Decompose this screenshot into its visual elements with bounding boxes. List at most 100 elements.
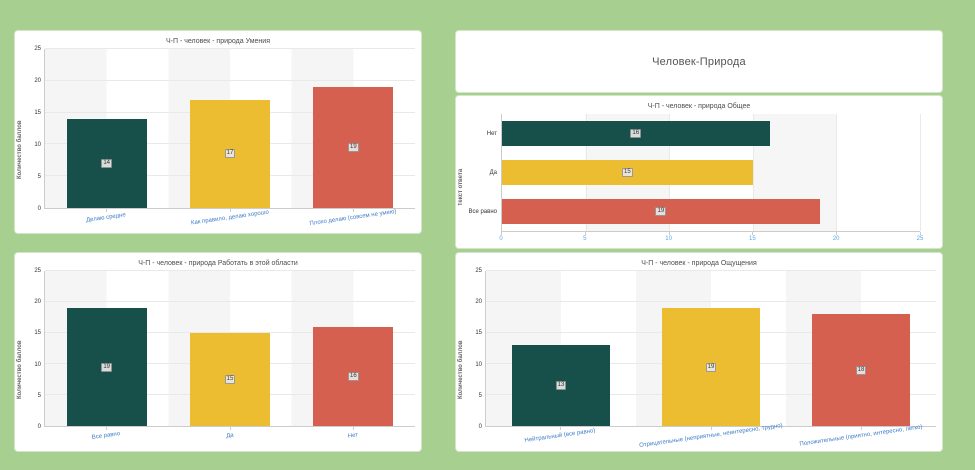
bar-value-label: 17 (224, 149, 236, 159)
bar[interactable]: 16 (502, 121, 770, 146)
chart-area: Нет Да Все равно 16 15 19 0 5 10 15 20 25 (468, 114, 923, 246)
x-tick-label: 10 (665, 236, 672, 242)
right-column: Человек-Природа Ч-П - человек - природа … (456, 31, 942, 451)
bar-value-label: 15 (224, 375, 236, 384)
chart-title: Ч-П - человек - природа Работать в этой … (138, 260, 298, 267)
x-tick-mark (105, 209, 107, 212)
x-tick-mark (353, 427, 355, 430)
bar-chart-oshchushcheniya: Количество баллов 0 5 10 15 20 25 13 19 18 Нейтрал… (456, 268, 942, 451)
bar[interactable]: 19 (66, 308, 147, 426)
x-axis: Нейтральный (все равно) Отрицательные (не… (485, 423, 936, 449)
x-tick-mark (860, 427, 862, 430)
x-tick-label: 20 (832, 236, 840, 242)
category-label: Нет (486, 130, 497, 137)
x-tick-mark (836, 232, 838, 235)
x-axis: 0 5 10 15 20 25 (499, 232, 923, 246)
bar-value-label: 18 (855, 365, 867, 375)
x-tick-mark (229, 209, 231, 212)
bar-value-label: 13 (555, 381, 567, 391)
x-tick-mark (920, 232, 921, 235)
x-tick-label: 25 (916, 236, 924, 242)
chart-panel-rabotat: Ч-П - человек - природа Работать в этой … (15, 253, 421, 451)
plot-area: 19 15 16 (44, 270, 415, 427)
y-tick-label: 5 (37, 174, 41, 180)
y-tick-label: 25 (475, 268, 482, 274)
bar-value-label: 19 (101, 362, 112, 372)
bar[interactable]: 19 (313, 87, 394, 208)
bar-value-label: 16 (347, 371, 359, 381)
y-axis: 0 5 10 15 20 25 (29, 268, 44, 430)
plot-row: Нет Да Все равно 16 15 19 (468, 114, 921, 232)
x-tick-mark (353, 209, 355, 212)
gridline (45, 79, 415, 81)
bar[interactable]: 18 (812, 314, 910, 426)
y-tick-label: 5 (478, 392, 482, 399)
category-label: Нет (347, 432, 359, 440)
x-axis: Все равно Да Нет (44, 427, 415, 449)
y-tick-label: 10 (34, 361, 41, 368)
x-tick-mark (105, 427, 107, 430)
x-tick-label: 0 (499, 236, 503, 242)
category-label: Как правило, делаю хорошо (190, 209, 269, 227)
y-tick-label: 15 (475, 330, 482, 337)
chart-panel-oshchushcheniya: Ч-П - человек - природа Ощущения Количес… (456, 253, 942, 451)
bar[interactable]: 19 (502, 199, 820, 224)
y-tick-label: 20 (34, 78, 41, 84)
bar[interactable]: 15 (502, 160, 753, 185)
bar[interactable]: 15 (189, 333, 271, 426)
y-axis-title: Количество баллов (17, 340, 23, 400)
y-tick-label: 20 (475, 299, 482, 306)
category-label: Делаю средне (85, 212, 127, 224)
gridline (752, 114, 754, 231)
x-axis: Делаю средне Как правило, делаю хорошо Пло… (44, 209, 415, 231)
y-axis: Нет Да Все равно (468, 114, 501, 232)
bar-chart-obshchee: Текст ответа Нет Да Все равно 16 15 19 0 5 10 15 20… (456, 112, 942, 248)
x-tick-label: 15 (749, 236, 756, 242)
y-tick-label: 25 (34, 46, 41, 52)
gridline (45, 270, 415, 271)
category-label: Все равно (468, 209, 497, 216)
plot-row: 0 5 10 15 20 25 13 19 18 (470, 268, 936, 430)
bar[interactable]: 17 (189, 99, 271, 208)
chart-title: Ч-П - человек - природа Ощущения (641, 260, 757, 267)
x-tick-mark (560, 427, 562, 430)
y-tick-label: 15 (34, 330, 41, 337)
left-column: Ч-П - человек - природа Умения Количеств… (15, 31, 421, 451)
gridline (920, 114, 921, 231)
x-tick-mark (668, 232, 670, 235)
bar[interactable]: 14 (66, 118, 147, 208)
bar-chart-umeniya: Количество баллов 0 5 10 15 20 25 14 17 19 Делаю с… (15, 46, 421, 233)
bar-value-label: 14 (101, 158, 112, 168)
x-tick-mark (229, 427, 231, 430)
bar[interactable]: 16 (313, 326, 394, 426)
y-axis: 0 5 10 15 20 25 (470, 268, 485, 430)
gridline (45, 332, 415, 333)
bar[interactable]: 19 (662, 308, 760, 426)
y-tick-label: 10 (34, 142, 41, 148)
y-tick-label: 0 (37, 424, 41, 430)
plot-area: 13 19 18 (485, 270, 936, 427)
chart-area: 0 5 10 15 20 25 13 19 18 Нейтральный (все равно) О… (470, 268, 936, 449)
gridline (486, 301, 936, 302)
plot-row: 0 5 10 15 20 25 14 17 19 (29, 46, 415, 212)
section-title: Человек-Природа (652, 55, 746, 68)
y-tick-label: 25 (34, 268, 41, 274)
bar-value-label: 19 (655, 206, 667, 216)
y-tick-label: 0 (478, 424, 482, 430)
bar-value-label: 19 (347, 143, 359, 153)
category-label: Все равно (91, 431, 121, 441)
plot-area: 14 17 19 (44, 48, 415, 209)
chart-panel-umeniya: Ч-П - человек - природа Умения Количеств… (15, 31, 421, 233)
y-axis-title: Количество баллов (458, 340, 464, 400)
category-label: Да (225, 432, 234, 440)
gridline (45, 48, 415, 49)
x-tick-mark (501, 232, 502, 235)
bar[interactable]: 13 (512, 345, 610, 426)
bar-value-label: 16 (630, 128, 642, 138)
gridline (45, 301, 415, 302)
plot-row: 0 5 10 15 20 25 19 15 16 (29, 268, 415, 430)
chart-title: Ч-П - человек - природа Общее (647, 103, 751, 110)
y-tick-label: 0 (37, 206, 41, 212)
category-label: Да (489, 170, 497, 176)
